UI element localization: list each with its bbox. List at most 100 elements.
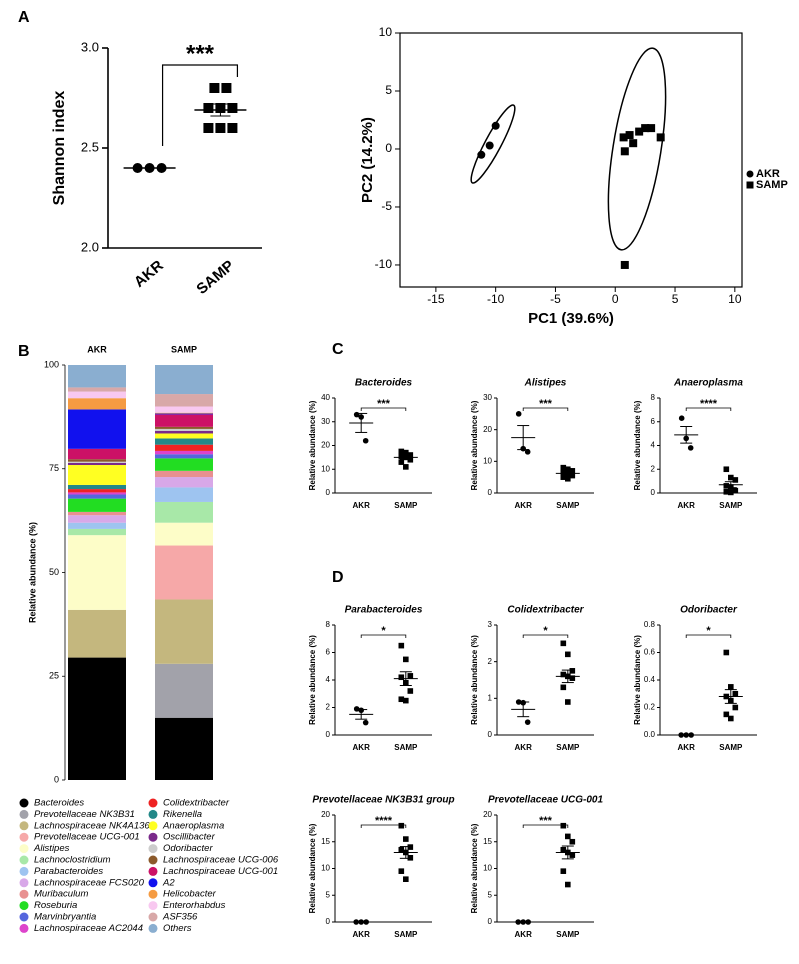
significance-label: *** xyxy=(539,815,553,827)
data-point xyxy=(227,103,238,113)
y-tick-label: 8 xyxy=(651,393,656,402)
legend-label: Prevotellaceae UCG-001 xyxy=(34,832,140,843)
y-axis-label: Relative abundance (%) xyxy=(308,635,317,725)
y-axis-label: Relative abundance (%) xyxy=(633,635,642,725)
data-point xyxy=(620,147,629,156)
data-point xyxy=(560,868,567,874)
y-tick-label: 4 xyxy=(651,441,656,450)
y-tick-label: -5 xyxy=(381,199,392,213)
y-axis-label: Relative abundance (%) xyxy=(470,823,479,913)
bar-segment xyxy=(68,511,126,516)
y-axis-label: PC2 (14.2%) xyxy=(359,117,376,203)
data-point xyxy=(565,651,571,658)
x-tick-label: 10 xyxy=(728,292,742,306)
legend-marker xyxy=(148,866,158,876)
y-tick-label: 0 xyxy=(488,488,493,497)
bar-segment xyxy=(155,501,213,523)
data-point xyxy=(723,466,730,473)
panel-label: C xyxy=(332,341,344,358)
y-tick-label: 75 xyxy=(49,463,59,473)
data-point xyxy=(398,868,405,874)
bar-segment xyxy=(68,448,126,460)
data-point xyxy=(619,133,628,142)
panel-label: A xyxy=(18,9,30,26)
y-tick-label: 0.0 xyxy=(644,730,656,739)
bar-segment xyxy=(68,494,126,499)
y-tick-label: 0 xyxy=(385,141,392,155)
y-tick-label: 2 xyxy=(488,657,493,666)
data-point xyxy=(209,83,220,93)
bar-segment xyxy=(68,492,126,495)
bar-segment xyxy=(155,458,213,471)
legend-marker xyxy=(19,878,29,888)
bar-segment xyxy=(155,413,213,415)
x-axis-label: PC1 (39.6%) xyxy=(528,310,614,327)
legend-marker xyxy=(148,878,158,888)
legend-marker xyxy=(19,889,29,899)
x-tick-label: AKR xyxy=(678,501,696,510)
y-tick-label: 30 xyxy=(483,393,492,402)
bar-segment xyxy=(155,717,213,780)
bar-segment xyxy=(68,484,126,490)
chart-title: Odoribacter xyxy=(680,605,738,616)
data-point xyxy=(565,881,571,888)
data-point xyxy=(635,127,644,136)
y-tick-label: 2.0 xyxy=(81,239,99,254)
bar-segment xyxy=(68,609,126,658)
data-point xyxy=(728,684,734,690)
data-point xyxy=(398,674,405,681)
x-tick-label: AKR xyxy=(353,743,371,752)
legend-marker xyxy=(19,798,29,808)
legend-label: Prevotellaceae NK3B31 xyxy=(34,809,135,820)
legend-marker xyxy=(148,798,158,808)
x-tick-label: 5 xyxy=(672,292,679,306)
significance-bracket xyxy=(685,634,732,638)
legend-marker xyxy=(148,889,158,899)
data-point xyxy=(565,833,571,840)
legend-label: Rikenella xyxy=(163,809,202,820)
confidence-ellipse xyxy=(470,104,516,184)
legend-label: Colidextribacter xyxy=(163,798,230,809)
y-tick-label: 0 xyxy=(54,774,59,784)
data-point xyxy=(560,684,567,691)
y-tick-label: 2.5 xyxy=(81,139,99,154)
y-tick-label: 50 xyxy=(49,567,59,577)
x-tick-label: AKR xyxy=(515,501,533,510)
y-tick-label: 15 xyxy=(321,837,330,846)
legend-label: Lachnospiraceae UCG-006 xyxy=(163,855,279,866)
bar-segment xyxy=(155,394,213,407)
data-point xyxy=(515,411,522,417)
y-tick-label: 15 xyxy=(483,837,492,846)
data-point xyxy=(403,876,409,882)
bar-segment xyxy=(68,365,126,388)
y-tick-label: 0.6 xyxy=(644,648,656,657)
data-point xyxy=(560,640,567,647)
data-point xyxy=(569,852,576,858)
legend-label: Lachnospiraceae UCG-001 xyxy=(163,866,278,877)
legend-marker xyxy=(19,866,29,876)
legend-marker xyxy=(19,832,29,842)
x-tick-label: SAMP xyxy=(193,257,237,298)
data-point xyxy=(398,846,405,853)
legend-label: Bacteroides xyxy=(34,798,84,809)
y-tick-label: 10 xyxy=(321,864,330,873)
y-tick-label: 2 xyxy=(651,464,656,473)
legend-marker xyxy=(148,809,158,819)
chart-title: Parabacteroides xyxy=(345,605,423,616)
legend-marker xyxy=(19,821,29,831)
bar-segment xyxy=(68,535,126,610)
y-tick-label: 40 xyxy=(321,393,330,402)
legend-label: Helicobacter xyxy=(163,889,217,900)
data-point xyxy=(203,103,214,113)
legend-marker xyxy=(148,832,158,842)
legend-marker xyxy=(746,181,754,189)
significance-bracket xyxy=(522,824,569,828)
data-point xyxy=(620,260,629,269)
y-tick-label: 6 xyxy=(326,648,331,657)
x-tick-label: -10 xyxy=(487,292,505,306)
bar-segment xyxy=(155,454,213,459)
y-tick-label: 25 xyxy=(49,671,59,681)
y-axis-label: Relative abundance (%) xyxy=(27,522,37,623)
bar-segment xyxy=(155,430,213,434)
